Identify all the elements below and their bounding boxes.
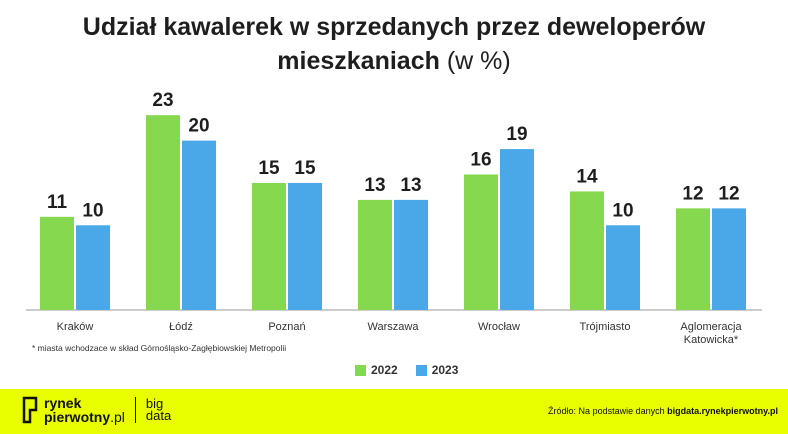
- source-note: Źródło: Na podstawie danych bigdata.ryne…: [548, 406, 778, 416]
- bar-2023-1: [182, 140, 216, 310]
- chart-title-line2: mieszkaniach (w %): [0, 44, 788, 78]
- chart-title-unit: (w %): [446, 47, 511, 75]
- legend-swatch-2022: [355, 364, 366, 376]
- category-label-3: Warszawa: [368, 321, 420, 333]
- legend-label-2023: 2023: [431, 363, 459, 377]
- bar-2023-6: [712, 208, 746, 310]
- legend-item-2022: 2022: [355, 363, 398, 377]
- value-label-2023-6: 12: [718, 183, 739, 204]
- logo-big-line1: big: [145, 396, 164, 411]
- source-link[interactable]: bigdata.rynekpierwotny.pl: [667, 406, 778, 416]
- logo-line2-light: .pl: [110, 409, 125, 425]
- legend-label-2022: 2022: [371, 363, 398, 377]
- logo-divider: [134, 397, 136, 423]
- bar-2022-0: [40, 216, 74, 310]
- bars-group: 11 10 Kraków 23 20 Łódź 15 15 Poznań 13 13 Warszawa…: [40, 90, 746, 346]
- value-label-2022-5: 14: [576, 166, 598, 187]
- logo-text: rynek pierwotny.pl: [44, 396, 125, 424]
- category-label-1: Łódź: [169, 321, 193, 333]
- bar-2022-1: [146, 115, 180, 310]
- value-label-2022-3: 13: [364, 175, 385, 196]
- category-label-0: Kraków: [57, 321, 94, 333]
- footer-bar: rynek pierwotny.pl big data Źródło: Na p…: [0, 389, 788, 434]
- bar-chart: 11 10 Kraków 23 20 Łódź 15 15 Poznań 13 13 Warszawa…: [26, 90, 762, 346]
- category-label-4: Wrocław: [478, 321, 520, 333]
- value-label-2022-2: 15: [258, 158, 280, 179]
- logo-big-line2: data: [145, 408, 172, 423]
- value-label-2022-0: 11: [47, 192, 68, 213]
- value-label-2023-0: 10: [82, 200, 103, 221]
- logo-mark-icon: [22, 396, 38, 424]
- source-prefix: Źródło: Na podstawie danych: [548, 406, 665, 416]
- bar-2023-4: [500, 149, 534, 310]
- bar-2022-5: [570, 191, 604, 310]
- category-label-2: Poznań: [268, 321, 305, 333]
- bar-2023-2: [288, 182, 322, 310]
- value-label-2023-1: 20: [188, 116, 209, 137]
- logo-bigdata: big data: [145, 396, 172, 423]
- value-label-2022-6: 12: [682, 183, 703, 204]
- value-label-2022-4: 16: [470, 149, 491, 170]
- logo-line2: pierwotny.pl: [44, 410, 125, 424]
- category-label-6: Aglomeracja Katowicka*: [680, 321, 742, 346]
- bar-2022-4: [464, 174, 498, 310]
- chart-title-line1: Udział kawalerek w sprzedanych przez dew…: [82, 13, 706, 41]
- logo: rynek pierwotny.pl big data: [22, 396, 171, 424]
- bar-2022-2: [252, 182, 286, 310]
- value-label-2023-5: 10: [612, 200, 633, 221]
- bar-2022-6: [676, 208, 710, 310]
- legend-item-2023: 2023: [415, 363, 459, 377]
- value-label-2022-1: 23: [152, 90, 173, 111]
- legend-swatch-2023: [415, 364, 427, 376]
- value-label-2023-2: 15: [294, 158, 316, 179]
- logo-line1: rynek: [44, 395, 82, 411]
- bar-2023-5: [606, 225, 640, 310]
- bar-2023-0: [76, 225, 110, 310]
- chart-title-main: mieszkaniach: [277, 47, 440, 75]
- category-label-5: Trójmiasto: [580, 321, 631, 333]
- bar-2022-3: [358, 199, 392, 310]
- value-label-2023-4: 19: [506, 124, 527, 145]
- footnote: * miasta wchodzace w skład Górnośląsko-Z…: [32, 343, 287, 353]
- value-label-2023-3: 13: [400, 175, 421, 196]
- legend: 2022 2023: [355, 363, 458, 377]
- bar-2023-3: [394, 199, 428, 310]
- logo-line2-bold: pierwotny: [44, 409, 111, 425]
- chart-title: Udział kawalerek w sprzedanych przez dew…: [0, 10, 788, 78]
